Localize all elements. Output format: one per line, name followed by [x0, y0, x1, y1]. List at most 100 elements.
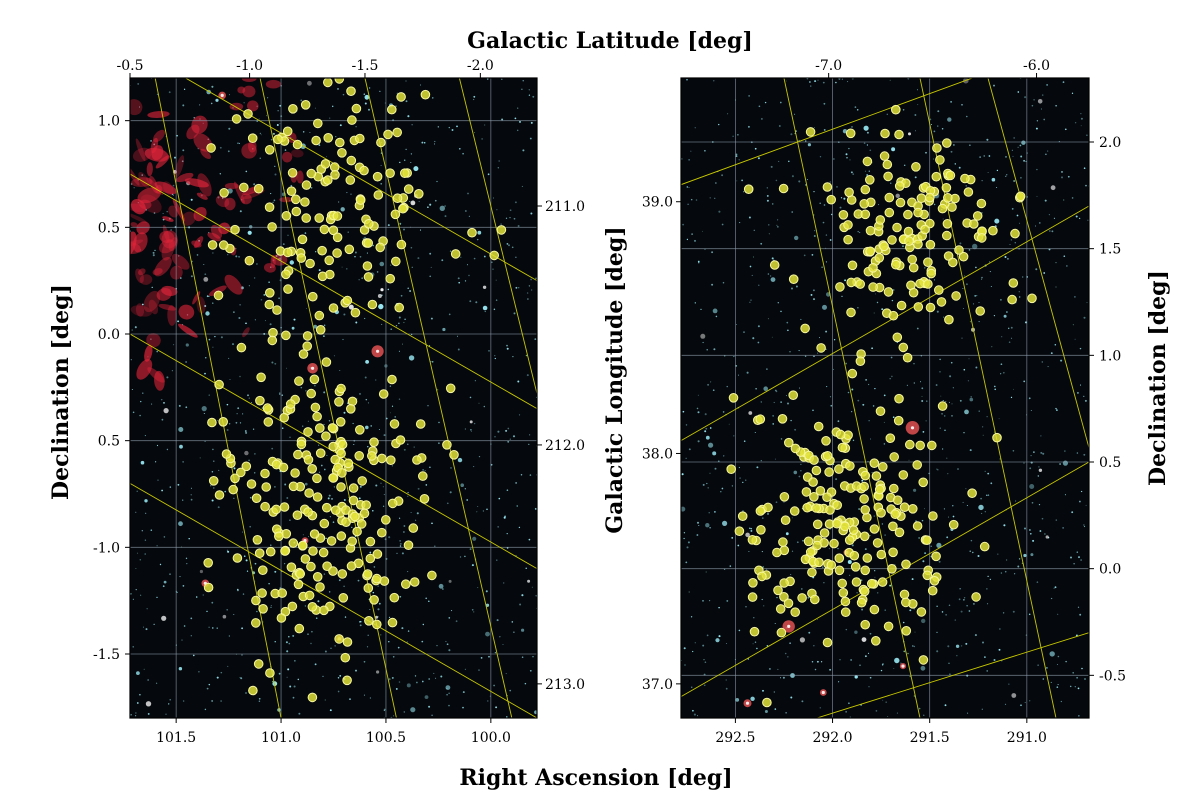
cluster-member-point	[326, 536, 337, 546]
star	[227, 550, 230, 553]
nebula-patch	[146, 333, 161, 348]
star	[165, 713, 167, 715]
cluster-member-point	[294, 376, 304, 386]
star	[733, 435, 735, 437]
cluster-member-point	[489, 250, 500, 261]
cluster-member-point	[256, 372, 266, 383]
star	[444, 205, 446, 207]
star	[433, 143, 436, 145]
cluster-member-point	[929, 576, 940, 586]
star	[199, 569, 203, 574]
star	[854, 675, 858, 679]
star	[869, 535, 871, 537]
cluster-member-point	[344, 244, 355, 255]
star	[883, 443, 886, 445]
cluster-member-point	[253, 183, 264, 194]
star	[833, 158, 835, 160]
star	[988, 155, 991, 157]
right-left-axis-title: Galactic Longitude [deg]	[602, 226, 628, 533]
cluster-member-point	[743, 184, 754, 194]
cluster-member-point	[306, 388, 317, 399]
cluster-member-point	[826, 560, 837, 570]
star	[380, 288, 384, 292]
star	[686, 546, 689, 549]
cluster-member-point	[932, 143, 942, 153]
star	[802, 539, 804, 542]
nebula-patch	[130, 222, 138, 228]
star	[359, 255, 362, 258]
star	[1085, 184, 1087, 187]
nebula-patch	[207, 232, 222, 242]
cluster-member-point	[335, 137, 345, 148]
top-tick-label: -6.0	[1023, 58, 1050, 74]
nebula-filament	[281, 151, 293, 163]
star	[409, 290, 412, 292]
star	[1067, 175, 1070, 178]
star	[314, 107, 316, 109]
star	[710, 381, 712, 383]
cluster-member-point	[960, 173, 970, 184]
star	[1063, 199, 1065, 201]
star	[446, 693, 448, 696]
star	[383, 708, 386, 711]
cluster-member-point	[318, 547, 329, 558]
star	[726, 385, 728, 388]
star	[1013, 137, 1015, 139]
cluster-member-point	[867, 578, 877, 589]
star	[951, 403, 953, 405]
star	[216, 676, 219, 679]
star	[798, 387, 801, 389]
cluster-member-point	[976, 198, 987, 209]
star	[252, 428, 255, 430]
star	[1040, 451, 1043, 454]
star	[347, 231, 349, 233]
star	[407, 491, 409, 494]
cluster-member-point	[803, 536, 814, 547]
cluster-member-point	[1008, 278, 1019, 288]
star	[890, 182, 892, 184]
cluster-member-point	[376, 137, 386, 148]
star	[152, 251, 155, 254]
star	[789, 351, 791, 353]
star	[811, 660, 814, 663]
star	[529, 474, 532, 476]
cluster-member-point	[862, 553, 873, 563]
star	[1055, 286, 1057, 288]
cluster-member-point	[671, 486, 680, 495]
star	[407, 287, 409, 289]
star	[1011, 337, 1013, 339]
star	[259, 132, 262, 135]
star	[950, 150, 953, 153]
star	[517, 225, 520, 227]
star	[1019, 222, 1021, 224]
star	[329, 591, 331, 593]
star	[1011, 207, 1014, 210]
star	[170, 229, 172, 231]
cluster-member-point	[840, 521, 850, 532]
star	[857, 230, 859, 233]
star	[800, 318, 802, 320]
star	[1029, 700, 1031, 702]
cluster-member-point	[859, 494, 869, 504]
star	[1040, 108, 1042, 110]
star	[132, 411, 135, 414]
cluster-member-point	[312, 473, 322, 484]
star	[837, 547, 839, 550]
star	[325, 537, 327, 540]
star	[289, 436, 291, 439]
star	[222, 197, 224, 199]
star	[945, 614, 947, 616]
star	[380, 482, 382, 484]
star	[835, 81, 837, 84]
star	[173, 344, 175, 346]
cluster-member-point	[808, 477, 818, 487]
star	[939, 371, 941, 373]
star	[748, 216, 751, 219]
star	[770, 165, 773, 168]
star	[178, 404, 181, 407]
cluster-member-point	[248, 685, 258, 696]
star	[777, 301, 780, 304]
cluster-member-point	[788, 274, 799, 285]
cluster-member-point	[877, 577, 888, 587]
top-tick-label: -1.0	[236, 58, 263, 74]
